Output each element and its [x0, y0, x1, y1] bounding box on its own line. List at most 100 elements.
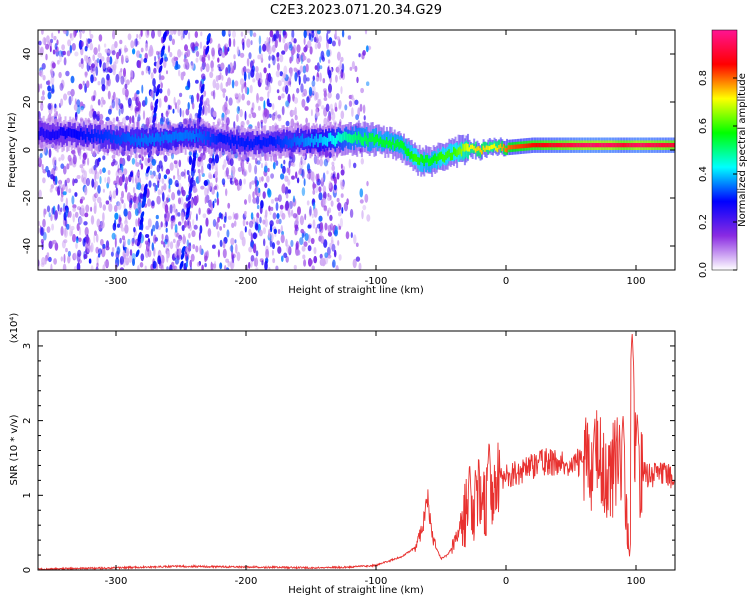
- noise-speckle: [242, 160, 245, 170]
- noise-speckle: [38, 157, 42, 168]
- noise-speckle: [354, 99, 359, 106]
- ridge-cell: [616, 143, 619, 148]
- noise-speckle: [279, 54, 284, 63]
- ridge-cell: [323, 135, 326, 145]
- noise-speckle: [103, 43, 107, 48]
- noise-speckle: [98, 225, 101, 231]
- noise-speckle: [191, 102, 195, 110]
- noise-speckle: [361, 210, 364, 220]
- noise-speckle: [230, 237, 235, 246]
- noise-speckle: [183, 202, 188, 210]
- ridge-cell: [424, 155, 427, 163]
- noise-speckle: [277, 80, 282, 87]
- ridge-cell: [78, 131, 81, 140]
- oblique-streak: [153, 104, 158, 113]
- noise-speckle: [155, 174, 159, 180]
- noise-speckle: [360, 87, 364, 94]
- noise-speckle: [320, 177, 324, 182]
- noise-speckle: [38, 83, 41, 93]
- ridge-cell: [623, 143, 625, 148]
- noise-speckle: [296, 87, 300, 94]
- noise-speckle: [118, 176, 123, 187]
- ridge-cell: [654, 143, 657, 148]
- noise-speckle: [92, 54, 95, 61]
- x-tick-label: 0: [503, 576, 509, 587]
- noise-speckle: [217, 249, 220, 258]
- noise-speckle: [316, 158, 320, 165]
- ridge-cell: [270, 135, 273, 145]
- ridge-cell: [254, 136, 257, 146]
- noise-speckle: [283, 65, 288, 75]
- noise-speckle: [42, 177, 46, 184]
- noise-speckle: [120, 75, 125, 85]
- noise-speckle: [258, 229, 263, 237]
- ridge-cell: [470, 144, 473, 150]
- noise-speckle: [147, 249, 152, 258]
- ridge-cell: [116, 135, 118, 145]
- noise-speckle: [84, 45, 88, 52]
- noise-speckle: [303, 74, 307, 84]
- ridge-cell: [301, 133, 304, 143]
- noise-speckle: [173, 30, 177, 35]
- ridge-cell: [169, 133, 171, 143]
- noise-speckle: [155, 220, 159, 230]
- ridge-cell: [111, 134, 114, 144]
- noise-speckle: [89, 42, 94, 51]
- noise-speckle: [366, 180, 369, 187]
- noise-speckle: [173, 203, 176, 213]
- noise-speckle: [94, 180, 98, 188]
- noise-speckle: [266, 98, 270, 107]
- noise-speckle: [58, 179, 63, 185]
- ridge-cell: [312, 138, 315, 148]
- noise-speckle: [92, 110, 97, 120]
- ridge-cell: [594, 143, 597, 148]
- noise-speckle: [205, 217, 209, 227]
- noise-speckle: [102, 188, 105, 193]
- snr-x-label: Height of straight line (km): [288, 585, 424, 596]
- ridge-cell: [354, 131, 357, 141]
- noise-speckle: [316, 111, 320, 117]
- noise-speckle: [221, 75, 224, 81]
- noise-speckle: [248, 113, 252, 119]
- noise-speckle: [336, 51, 341, 61]
- ridge-cell: [438, 152, 441, 160]
- noise-speckle: [173, 57, 178, 62]
- noise-speckle: [230, 243, 233, 253]
- noise-speckle: [322, 198, 327, 206]
- oblique-streak: [152, 115, 157, 124]
- oblique-streak: [198, 106, 203, 114]
- noise-speckle: [81, 30, 86, 34]
- noise-speckle: [127, 33, 132, 41]
- noise-speckle: [93, 66, 96, 75]
- noise-speckle: [180, 171, 185, 177]
- noise-speckle: [152, 260, 157, 269]
- ridge-cell: [229, 139, 232, 149]
- noise-speckle: [210, 60, 214, 70]
- noise-speckle: [96, 255, 99, 266]
- noise-speckle: [161, 178, 165, 185]
- noise-speckle: [255, 72, 260, 81]
- ridge-cell: [298, 138, 301, 147]
- colorbar-tick-label: 0.8: [698, 70, 709, 86]
- noise-speckle: [280, 173, 285, 180]
- noise-speckle: [45, 43, 50, 50]
- noise-speckle: [317, 41, 321, 50]
- noise-speckle: [204, 263, 207, 268]
- noise-speckle: [177, 99, 181, 106]
- noise-speckle: [38, 189, 42, 198]
- noise-speckle: [246, 38, 251, 48]
- ridge-cell: [496, 141, 499, 151]
- noise-speckle: [177, 174, 182, 181]
- noise-speckle: [118, 214, 121, 224]
- noise-speckle: [332, 154, 337, 162]
- noise-speckle: [125, 248, 130, 257]
- noise-speckle: [116, 246, 121, 255]
- colorbar: 0.00.20.40.60.8 Normalized spectral ampl…: [698, 29, 748, 278]
- ridge-cell: [557, 143, 560, 148]
- noise-speckle: [143, 58, 148, 63]
- noise-speckle: [175, 183, 179, 188]
- noise-speckle: [288, 246, 292, 256]
- noise-speckle: [207, 228, 212, 237]
- noise-speckle: [177, 104, 180, 114]
- noise-speckle: [345, 231, 350, 240]
